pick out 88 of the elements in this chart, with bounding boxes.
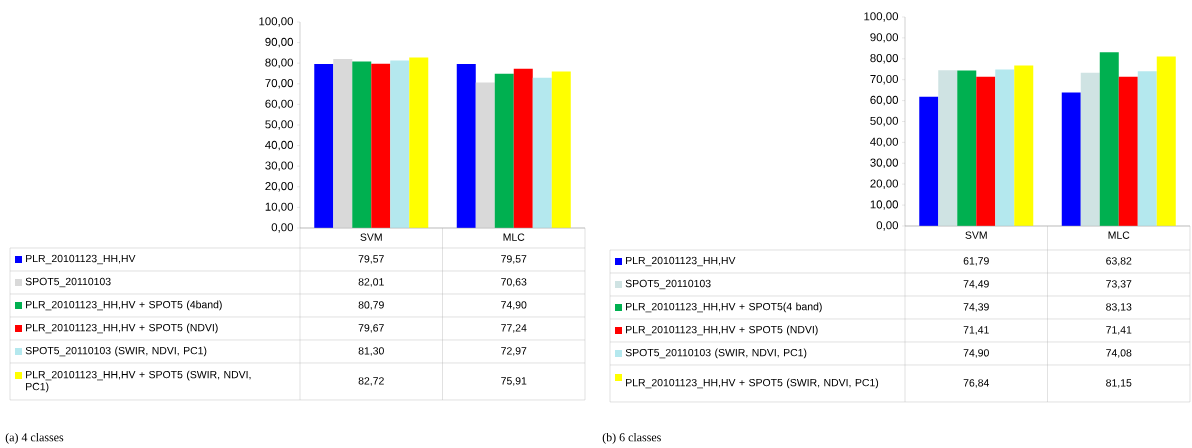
text: (b) 6 classes [602, 432, 661, 444]
x-tick-label: SVM [360, 233, 382, 241]
bar [390, 60, 410, 228]
bar [494, 73, 514, 228]
legend-label: SPOT5_20110103 [625, 279, 711, 290]
bar [976, 76, 996, 226]
x-tick-label: MLC [503, 233, 525, 241]
data-label: 74,08 [1106, 349, 1132, 358]
legend-label: PLR_20101123_HH,HV + SPOT5(4 band) [626, 302, 822, 313]
y-tick-label: 70,00 [265, 79, 294, 89]
legend-label: SPOT5_20110103 (SWIR, NDVI, PC1) [25, 346, 207, 357]
bar [314, 64, 334, 228]
y-tick-label: 60,00 [870, 95, 899, 106]
bar [475, 82, 495, 228]
data-label: 71,41 [963, 326, 989, 335]
bar [371, 63, 391, 228]
data-label: 72,97 [501, 347, 527, 356]
data-label: 81,30 [358, 347, 384, 356]
data-label: 74,90 [963, 349, 989, 358]
bar [1099, 52, 1119, 226]
y-tick-label: 100,00 [864, 12, 899, 22]
bar [1118, 76, 1138, 226]
bar [352, 61, 372, 228]
y-tick-label: 40,00 [265, 140, 294, 151]
bar [938, 70, 958, 226]
data-label: 74,39 [963, 303, 989, 312]
y-tick-label: 80,00 [870, 54, 899, 64]
bar [456, 64, 476, 228]
data-label: 82,01 [358, 278, 384, 287]
data-label: 70,63 [501, 278, 527, 287]
text: (a) 4 classes [5, 432, 64, 444]
y-tick-label: 80,00 [265, 58, 294, 68]
data-label: 80,79 [358, 301, 384, 310]
data-label: 61,79 [963, 257, 989, 266]
x-tick-label: SVM [965, 231, 987, 239]
data-label: 79,57 [358, 255, 384, 264]
data-label: 63,82 [1106, 257, 1132, 266]
y-tick-label: 70,00 [870, 74, 899, 85]
legend-label: SPOT5_20110103 [25, 277, 111, 288]
y-tick-label: 20,00 [265, 182, 294, 192]
legend-label: PLR_20101123_HH,HV [26, 254, 136, 265]
y-tick-label: 50,00 [265, 120, 294, 130]
legend-label: PLR_20101123_HH,HV + SPOT5 (4band) [26, 300, 222, 311]
y-tick-label: 60,00 [265, 99, 294, 110]
data-label: 79,57 [501, 255, 527, 264]
bar [1080, 72, 1100, 226]
bar [995, 69, 1015, 226]
data-label: 74,90 [501, 301, 527, 310]
data-label: 77,24 [501, 324, 527, 333]
legend-label: PLR_20101123_HH,HV + SPOT5 (NDVI) [626, 325, 818, 336]
data-label: 74,49 [963, 280, 989, 289]
y-tick-label: 40,00 [870, 137, 899, 148]
data-label: 71,41 [1106, 326, 1132, 335]
bar [551, 71, 571, 228]
y-tick-label: 90,00 [870, 33, 899, 43]
y-tick-label: 100,00 [259, 17, 294, 27]
y-tick-label: 10,00 [265, 202, 294, 213]
legend-label: PLR_20101123_HH,HV + SPOT5 (SWIR, NDVI, PC1) [26, 370, 251, 393]
data-label: 76,84 [963, 379, 990, 388]
data-label: 82,72 [358, 377, 384, 386]
y-tick-label: 30,00 [265, 161, 294, 171]
y-tick-label: 0,00 [876, 221, 899, 231]
bar [409, 57, 429, 228]
y-tick-label: 90,00 [265, 37, 294, 48]
bar [919, 96, 939, 226]
bar [513, 68, 533, 228]
y-tick-label: 20,00 [870, 179, 899, 189]
data-label: 75,91 [501, 377, 527, 386]
y-tick-label: 50,00 [870, 116, 899, 127]
bar [333, 59, 353, 228]
legend-label: PLR_20101123_HH,HV + SPOT5 (SWIR, NDVI, PC1) [626, 378, 879, 389]
bar [1156, 56, 1176, 226]
data-label: 81,15 [1106, 379, 1132, 388]
legend-label: PLR_20101123_HH,HV [626, 256, 736, 267]
y-tick-label: 0,00 [271, 223, 294, 233]
y-tick-label: 10,00 [870, 200, 899, 210]
x-tick-label: MLC [1108, 231, 1130, 239]
legend-label: SPOT5_20110103 (SWIR, NDVI, PC1) [625, 348, 807, 359]
y-tick-label: 30,00 [870, 158, 899, 169]
legend-label: PLR_20101123_HH,HV + SPOT5 (NDVI) [26, 323, 218, 334]
data-label: 83,13 [1106, 303, 1132, 312]
data-label: 79,67 [358, 324, 384, 333]
data-label: 73,37 [1106, 280, 1132, 289]
bar [1061, 92, 1081, 226]
bar [957, 70, 977, 226]
bar [532, 77, 552, 228]
bar [1137, 71, 1157, 226]
bar [1014, 65, 1034, 226]
